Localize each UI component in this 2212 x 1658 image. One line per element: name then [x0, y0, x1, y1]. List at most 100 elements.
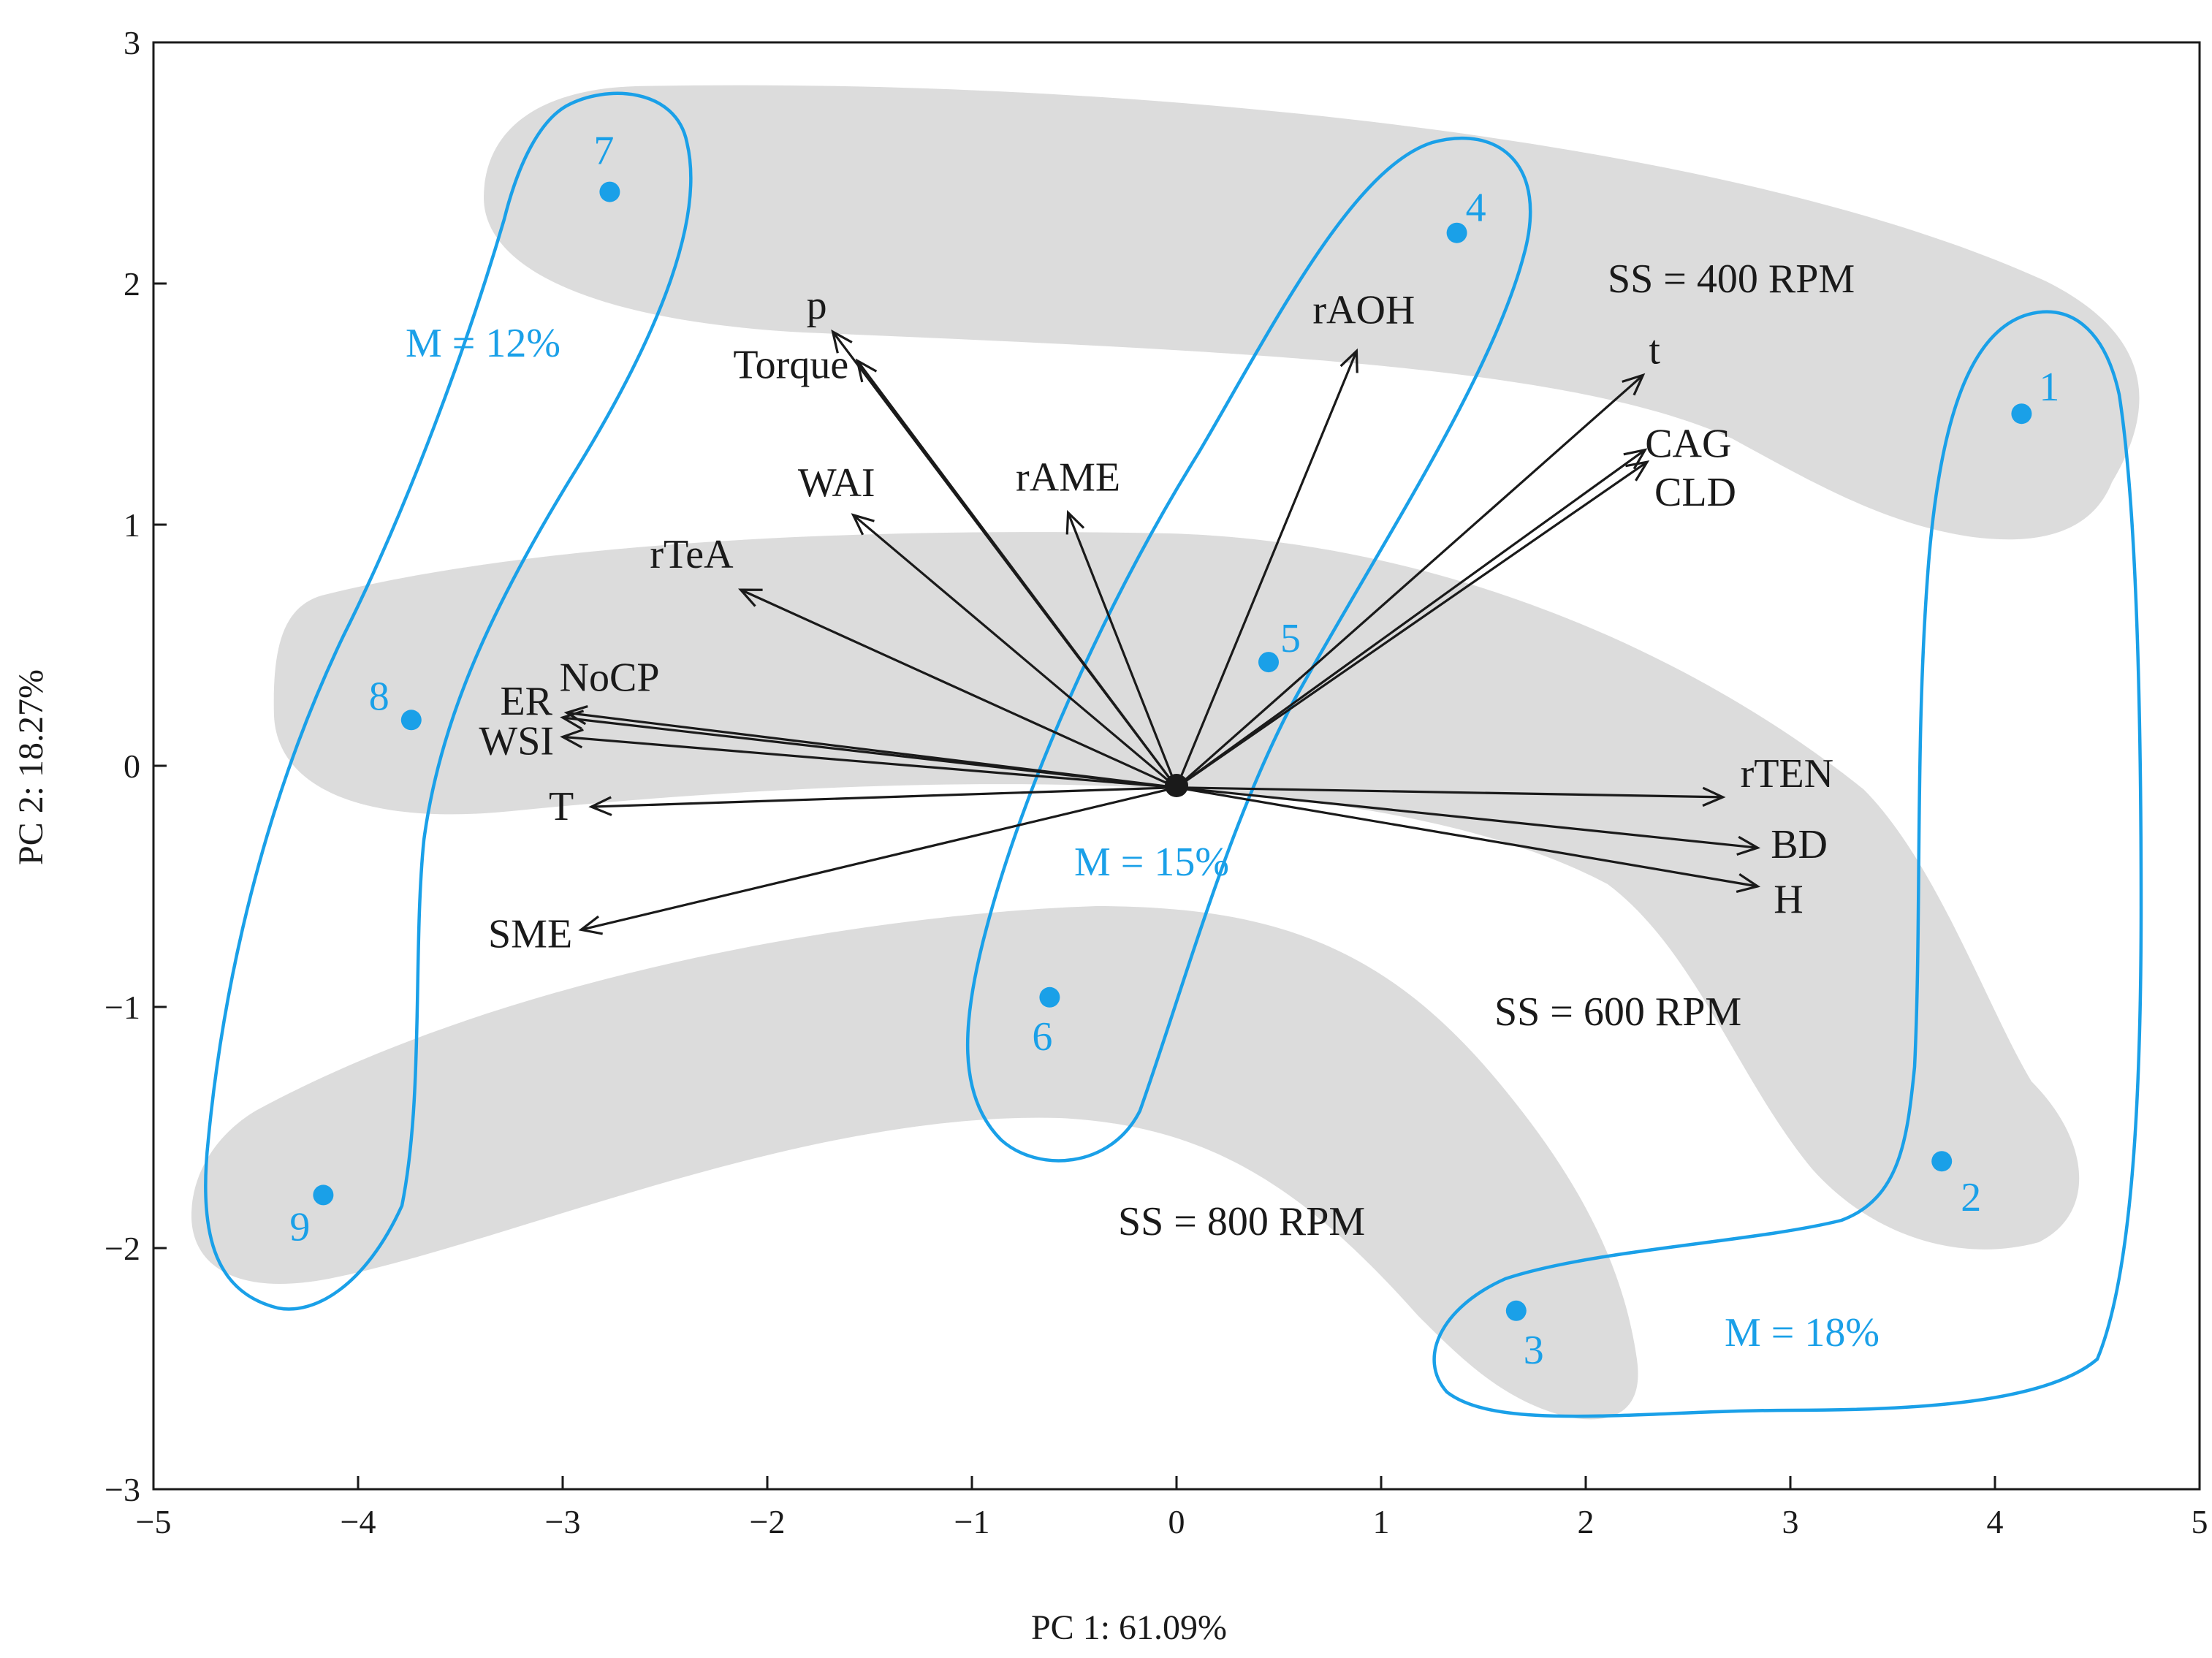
loading-label-rame: rAME: [1016, 455, 1120, 501]
loading-arrow-raoh: [1175, 350, 1358, 788]
loading-arrowhead-bd: [1736, 835, 1761, 856]
x-tick-label: −4: [341, 1503, 376, 1540]
loading-arrow-rtea: [740, 588, 1177, 789]
y-tick-labels: 3 2 1 0 −1 −2 −3: [104, 24, 140, 1508]
y-axis-title: PC 2: 18.27%: [12, 669, 50, 865]
x-tick-labels: −5 −4 −3 −2 −1 0 1 2 3 4 5: [136, 1503, 2208, 1540]
x-tick-label: −1: [954, 1503, 990, 1540]
loading-arrowhead-torque: [855, 358, 878, 383]
loading-label-h: H: [1774, 877, 1803, 922]
moisture-loops: [204, 91, 2143, 1418]
x-tick-label: −5: [136, 1503, 172, 1540]
x-tick-label: −2: [750, 1503, 786, 1540]
x-tick-label: 5: [2192, 1503, 2208, 1540]
score-point-7: [599, 181, 620, 202]
speed-bands: [191, 85, 2140, 1420]
y-tick-label: −1: [104, 989, 140, 1026]
band-ss-800: [191, 906, 1638, 1420]
loading-label-cld: CLD: [1654, 470, 1736, 515]
group-label-m-12: M = 12%: [406, 321, 560, 366]
loading-arrowhead-wai: [851, 513, 875, 536]
loading-label-rten: rTEN: [1741, 751, 1834, 796]
band-label-ss-400: SS = 400 RPM: [1608, 256, 1855, 302]
loading-arrow-cld: [1176, 460, 1648, 789]
score-label-3: 3: [1524, 1328, 1544, 1373]
x-tick-label: −3: [545, 1503, 581, 1540]
loading-arrow-rame: [1067, 512, 1178, 788]
score-label-6: 6: [1032, 1014, 1052, 1060]
loading-label-wai: WAI: [798, 460, 875, 506]
loading-label-bd: BD: [1771, 822, 1828, 867]
origin-point: [1165, 774, 1188, 797]
y-tick-label: 3: [123, 24, 140, 61]
loading-arrow-t: [591, 786, 1177, 808]
loading-label-wsi: WSI: [479, 718, 554, 764]
score-label-1: 1: [2039, 365, 2059, 410]
loading-arrowhead-t: [1622, 373, 1646, 396]
x-tick-label: 2: [1578, 1503, 1595, 1540]
score-point-3: [1505, 1300, 1527, 1321]
loading-arrowhead-rtea: [738, 588, 763, 607]
loading-arrowhead-h: [1736, 873, 1761, 894]
y-tick-label: −3: [104, 1471, 140, 1508]
loop-m-18: [1432, 310, 2143, 1418]
x-axis-title: PC 1: 61.09%: [1031, 1608, 1227, 1647]
loading-arrow-torque: [856, 360, 1178, 788]
band-label-ss-800: SS = 800 RPM: [1118, 1199, 1365, 1244]
score-point-2: [1931, 1151, 1953, 1172]
axis-ticks: [152, 41, 2201, 1491]
loop-m-15: [965, 136, 1532, 1163]
loading-arrow-wai: [852, 514, 1178, 788]
score-point-6: [1039, 986, 1060, 1008]
loading-arrowhead-t: [588, 796, 612, 816]
score-point-9: [313, 1184, 334, 1206]
loading-arrows: [560, 329, 1761, 935]
band-label-ss-600: SS = 600 RPM: [1494, 989, 1741, 1035]
x-tick-label: 0: [1168, 1503, 1185, 1540]
band-ss-600: [273, 532, 2080, 1250]
loading-arrowhead-cld: [1625, 460, 1650, 482]
loading-arrowhead-er: [560, 710, 585, 730]
score-point-4: [1446, 222, 1467, 243]
loading-label-torque: Torque: [733, 343, 848, 388]
score-label-5: 5: [1280, 616, 1301, 661]
loading-label-t: t: [1649, 327, 1660, 373]
loading-arrow-wsi: [562, 735, 1177, 789]
loading-label-sme: SME: [488, 911, 572, 957]
loading-arrow-t: [1175, 374, 1644, 788]
loading-label-cag: CAG: [1645, 422, 1731, 467]
y-tick-label: 1: [123, 506, 140, 544]
score-label-9: 9: [289, 1204, 310, 1250]
band-ss-400: [483, 85, 2140, 540]
loop-m-12: [204, 91, 693, 1311]
y-tick-label: 0: [123, 748, 140, 785]
y-tick-label: 2: [123, 265, 140, 303]
loading-arrowhead-sme: [578, 915, 603, 935]
loading-label-rtea: rTeA: [650, 532, 734, 577]
loading-arrow-bd: [1176, 786, 1758, 849]
x-tick-label: 1: [1373, 1503, 1390, 1540]
score-label-8: 8: [369, 674, 389, 719]
scores: [313, 181, 2032, 1321]
loading-label-t: T: [549, 784, 574, 829]
y-tick-label: −2: [104, 1230, 140, 1267]
score-labels: 1 2 3 4 5 6 7 8 9: [289, 129, 2059, 1373]
loading-label-nocp: NoCP: [560, 655, 660, 700]
score-label-7: 7: [593, 129, 614, 174]
group-label-m-18: M = 18%: [1725, 1310, 1880, 1355]
loading-arrowhead-wsi: [560, 728, 584, 749]
loading-arrow-cag: [1176, 449, 1646, 788]
score-point-1: [2011, 403, 2032, 425]
score-label-4: 4: [1466, 186, 1486, 231]
loading-arrowhead-rame: [1065, 509, 1085, 535]
loading-arrow-er: [562, 716, 1177, 789]
loading-label-er: ER: [500, 679, 552, 724]
loading-arrow-sme: [580, 786, 1177, 931]
loading-label-raoh: rAOH: [1312, 287, 1415, 332]
loading-arrowhead-rten: [1702, 786, 1726, 807]
loading-arrowhead-p: [831, 329, 853, 354]
group-label-m-15: M = 15%: [1074, 840, 1229, 885]
score-point-5: [1258, 652, 1279, 673]
